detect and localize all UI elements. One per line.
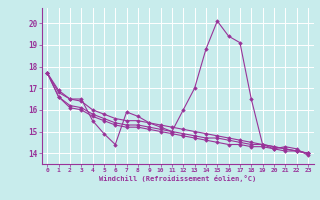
- X-axis label: Windchill (Refroidissement éolien,°C): Windchill (Refroidissement éolien,°C): [99, 175, 256, 182]
